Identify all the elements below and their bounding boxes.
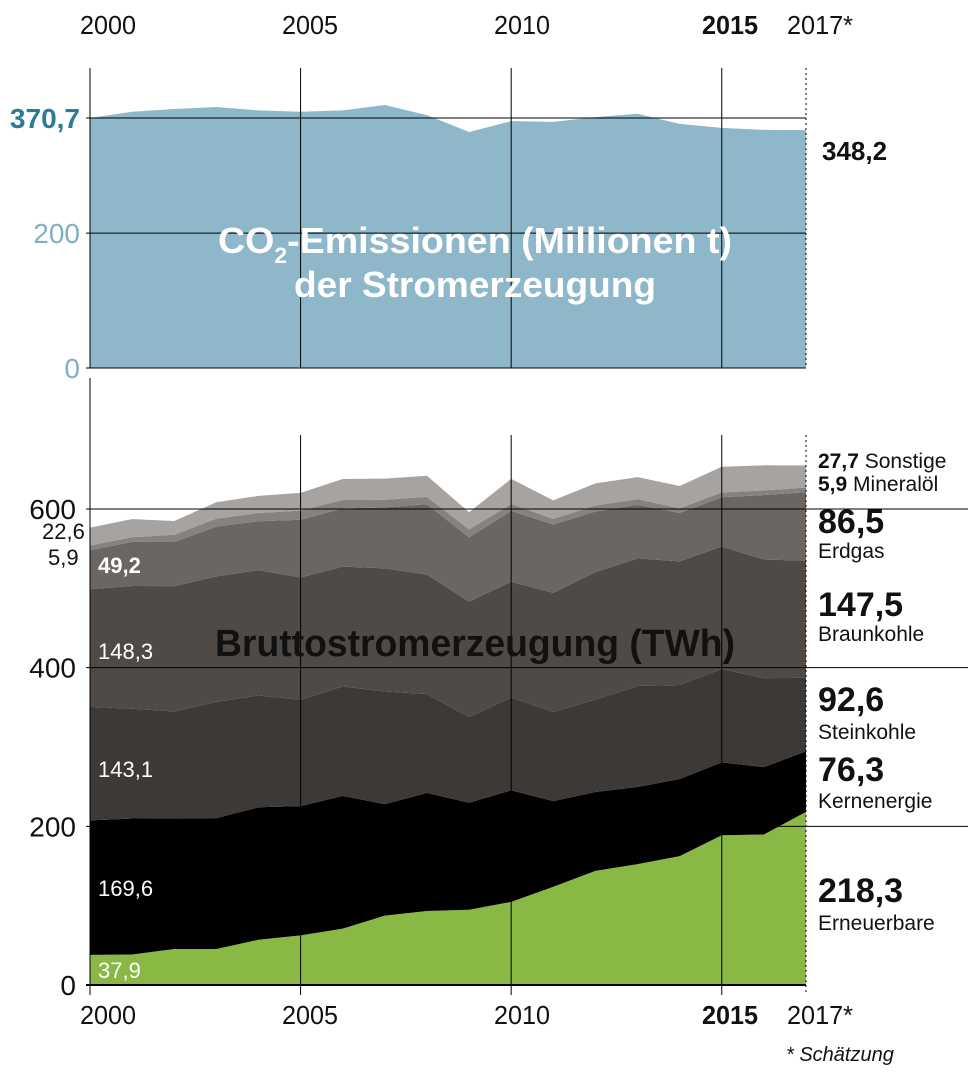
right-series-name: Kernenergie (818, 790, 932, 813)
area-kernenergie (90, 751, 806, 955)
top-year-label: 2010 (494, 10, 550, 40)
bottom-year-label: 2015 (702, 1000, 758, 1030)
gen-ytick-label: 0 (60, 970, 76, 1001)
right-value-label: 86,5 (818, 503, 884, 541)
top-year-label: 2000 (80, 10, 136, 40)
right-series-name: Erneuerbare (818, 912, 935, 935)
area-erdgas (90, 492, 806, 602)
top-year-label: 2005 (282, 10, 338, 40)
generation-area-layer (90, 465, 806, 985)
right-value-label: 92,6 (818, 681, 884, 719)
left-value-label: 148,3 (98, 639, 153, 664)
co2-chart-title-line2: der Stromerzeugung (294, 264, 656, 305)
right-value-label: 76,3 (818, 751, 884, 789)
left-value-label: 22,6 (42, 519, 85, 544)
right-value-label: 218,3 (818, 872, 903, 910)
co2-ytick-label: 0 (64, 353, 80, 384)
left-value-label: 143,1 (98, 757, 153, 782)
labels-layer: 2000 2005 2010 2015 2017*2000 2005 2010 2015 201… (10, 10, 947, 1066)
co2-area (90, 104, 806, 369)
right-series-name: Steinkohle (818, 721, 916, 744)
area-mineral-l (90, 487, 806, 551)
co2-ytick-label: 200 (33, 218, 80, 249)
bottom-year-label: 2000 (80, 1000, 136, 1030)
area-braunkohle (90, 546, 806, 718)
gen-ytick-label: 400 (29, 653, 76, 684)
right-small-label: 5,9 Mineralöl (818, 473, 938, 496)
top-year-label: 2015 (702, 10, 758, 40)
bottom-year-label: 2005 (282, 1000, 338, 1030)
co2-end-value: 348,2 (822, 136, 887, 166)
bottom-year-label: 2017* (787, 1000, 853, 1030)
area-steinkohle (90, 669, 806, 821)
generation-chart-title: Bruttostromerzeugung (TWh) (215, 623, 735, 665)
right-series-name: Erdgas (818, 540, 885, 563)
bottom-year-label: 2010 (494, 1000, 550, 1030)
right-small-label: 27,7 Sonstige (818, 450, 946, 473)
left-value-label: 37,9 (98, 958, 141, 983)
gen-ytick-label: 200 (29, 811, 76, 842)
co2-ytick-label: 370,7 (10, 103, 80, 134)
right-value-label: 147,5 (818, 586, 903, 624)
top-year-label: 2017* (787, 10, 853, 40)
co2-chart-title: CO 2-Emissionen (Millionen t) (218, 220, 732, 268)
co2-area-layer (90, 104, 806, 369)
right-series-name: Braunkohle (818, 623, 924, 646)
area-erneuerbare (90, 811, 806, 985)
gridlines (86, 68, 968, 995)
left-value-label: 169,6 (98, 876, 153, 901)
area-sonstige (90, 465, 806, 546)
left-value-label: 49,2 (98, 553, 141, 578)
left-value-label: 5,9 (48, 545, 79, 570)
gen-ytick-label: 600 (29, 494, 76, 525)
footnote: * Schätzung (786, 1044, 894, 1066)
